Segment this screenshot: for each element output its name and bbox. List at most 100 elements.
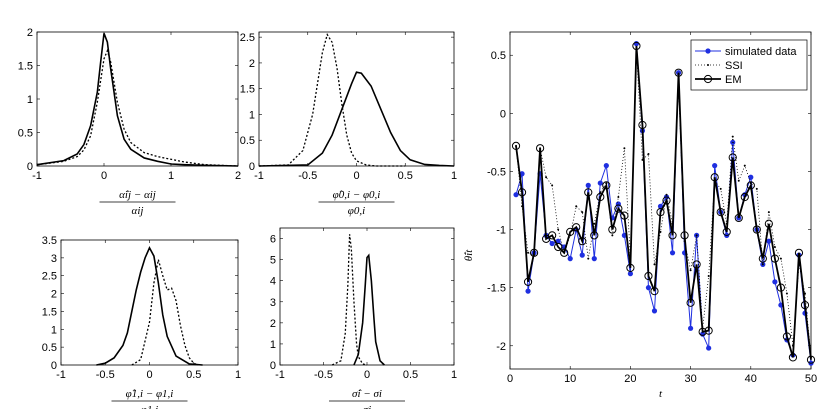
- em-point: [602, 181, 611, 190]
- em-point: [560, 248, 569, 257]
- xlabel-denominator: φ1,i: [141, 404, 158, 409]
- ssi-point: [731, 135, 734, 138]
- em-point: [614, 204, 623, 213]
- em-point: [698, 327, 707, 336]
- x-tick-label: 0: [146, 369, 152, 381]
- em-point: [716, 208, 725, 217]
- em-point: [656, 208, 665, 217]
- em-point: [722, 227, 731, 236]
- axes-frame: [36, 31, 239, 167]
- x-tick-label: -1: [254, 170, 264, 182]
- ssi-point: [743, 164, 746, 167]
- x-tick-label: 0: [101, 170, 107, 182]
- x-tick-label: 20: [624, 373, 636, 385]
- em-point: [710, 173, 719, 182]
- xlabel-numerator: α̂ij − αij: [119, 189, 156, 201]
- em-point: [620, 211, 629, 220]
- xlabel-numerator: φ̂0,i − φ0,i: [333, 189, 381, 201]
- ssi-point: [557, 228, 560, 231]
- ssi-point: [527, 251, 530, 254]
- x-tick-label: -0.5: [96, 369, 115, 381]
- panel-p2: -1 -0.5 0 0.5 1 0 0.5 1 1.5 2 2.5 φ̂0,i − φ0,i φ0,i: [240, 31, 457, 217]
- em-point: [662, 196, 671, 205]
- ssi-point: [575, 205, 578, 208]
- em-point: [740, 192, 749, 202]
- ssi-point: [737, 179, 740, 182]
- series-solid: [353, 253, 385, 366]
- simulated-point: [772, 279, 778, 285]
- em-point: [806, 355, 816, 364]
- simulated-point: [627, 271, 634, 277]
- y-tick-label: 0.5: [42, 342, 57, 354]
- x-axis-label: t: [659, 388, 663, 400]
- em-point: [680, 231, 689, 240]
- ssi-point: [545, 176, 548, 179]
- y-tick-label: 1.5: [240, 84, 255, 96]
- legend-label: simulated data: [725, 46, 797, 58]
- simulated-point: [669, 250, 676, 256]
- em-point: [728, 153, 737, 162]
- em-point: [782, 332, 792, 341]
- y-tick-label: 1: [27, 94, 33, 106]
- em-point: [704, 326, 713, 335]
- y-tick-label: 1.5: [18, 61, 33, 73]
- series-dotted: [258, 32, 406, 167]
- simulated-point: [688, 325, 694, 331]
- x-tick-label: -1: [56, 369, 66, 381]
- em-point: [734, 213, 743, 223]
- x-tick-label: 2: [235, 170, 241, 182]
- series-solid: [36, 33, 239, 167]
- em-point: [626, 263, 635, 272]
- series-ssi: [515, 49, 812, 358]
- axes-frame: [60, 239, 239, 366]
- ssi-point: [755, 187, 758, 190]
- simulated-point: [748, 174, 754, 180]
- x-tick-label: 0.5: [186, 369, 201, 381]
- x-tick-label: 0: [364, 369, 370, 381]
- ssi-point: [593, 222, 596, 225]
- x-tick-label: -0.5: [298, 170, 317, 182]
- x-tick-label: 50: [805, 373, 817, 385]
- em-point: [776, 283, 786, 292]
- simulated-point: [585, 182, 591, 188]
- em-point: [523, 277, 533, 286]
- em-point: [632, 41, 641, 51]
- panel-p4: -1 -0.5 0 0.5 1 0 1 2 3 4 5 6 σ̂i − σi σi: [270, 227, 457, 409]
- ssi-point: [647, 153, 650, 156]
- simulated-point: [597, 180, 603, 186]
- y-tick-label: 2: [27, 27, 33, 39]
- em-point: [650, 287, 659, 296]
- em-point: [794, 248, 804, 257]
- em-point: [566, 227, 575, 236]
- simulated-point: [766, 238, 772, 244]
- y-tick-label: 0: [500, 108, 506, 120]
- x-tick-label: 0.5: [398, 170, 413, 182]
- x-tick-label: 30: [684, 373, 696, 385]
- simulated-point: [603, 163, 609, 169]
- axes-frame: [509, 31, 812, 370]
- y-tick-label: -2: [496, 341, 506, 353]
- em-point: [511, 141, 521, 150]
- em-point: [788, 353, 798, 362]
- ssi-point: [779, 257, 782, 260]
- x-tick-label: -1: [275, 369, 285, 381]
- x-tick-label: 10: [564, 373, 576, 385]
- em-point: [674, 68, 683, 77]
- em-point: [584, 188, 593, 197]
- xlabel-denominator: φ0,i: [348, 205, 365, 217]
- legend-label: EM: [725, 74, 742, 86]
- em-point: [746, 181, 755, 190]
- ssi-point: [581, 211, 584, 214]
- ssi-point: [665, 193, 668, 196]
- simulated-point: [657, 203, 664, 209]
- simulated-point: [730, 139, 736, 145]
- ssi-point: [659, 230, 662, 233]
- series-solid: [258, 71, 455, 167]
- em-point: [548, 231, 557, 240]
- simulated-point: [513, 192, 519, 198]
- em-point: [529, 248, 539, 257]
- ssi-point: [599, 191, 602, 194]
- x-tick-label: 1: [168, 170, 174, 182]
- y-tick-label: 1: [249, 109, 255, 121]
- em-point: [596, 192, 605, 202]
